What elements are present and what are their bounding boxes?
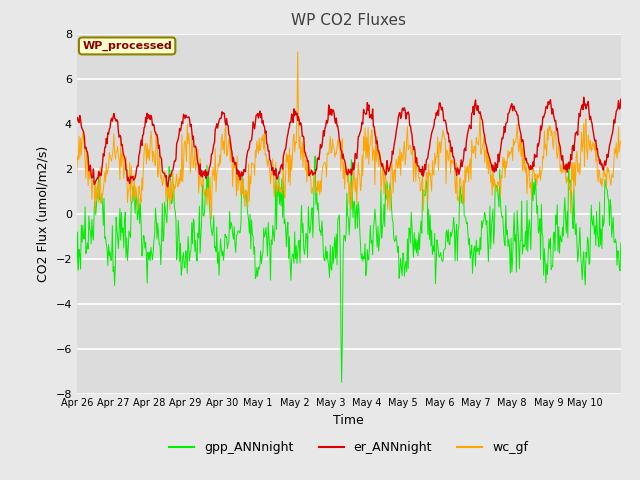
gpp_ANNnight bbox=[617, 240, 625, 246]
gpp_ANNnight bbox=[338, 380, 346, 385]
er_ANNnight bbox=[139, 132, 147, 138]
gpp_ANNnight bbox=[223, 234, 230, 240]
Text: WP_processed: WP_processed bbox=[82, 41, 172, 51]
er_ANNnight bbox=[431, 116, 439, 121]
er_ANNnight bbox=[164, 184, 172, 190]
wc_gf bbox=[83, 144, 90, 150]
er_ANNnight bbox=[195, 162, 202, 168]
er_ANNnight bbox=[617, 96, 625, 102]
gpp_ANNnight bbox=[194, 230, 202, 236]
er_ANNnight bbox=[83, 149, 90, 155]
gpp_ANNnight bbox=[433, 261, 440, 267]
wc_gf bbox=[194, 146, 202, 152]
wc_gf bbox=[139, 187, 147, 193]
gpp_ANNnight bbox=[83, 247, 90, 252]
Legend: gpp_ANNnight, er_ANNnight, wc_gf: gpp_ANNnight, er_ANNnight, wc_gf bbox=[164, 436, 533, 459]
er_ANNnight bbox=[73, 117, 81, 123]
wc_gf bbox=[617, 138, 625, 144]
er_ANNnight bbox=[580, 95, 588, 100]
wc_gf bbox=[223, 152, 231, 158]
wc_gf bbox=[207, 216, 215, 222]
gpp_ANNnight bbox=[417, 227, 424, 233]
wc_gf bbox=[433, 154, 440, 159]
wc_gf bbox=[73, 168, 81, 174]
gpp_ANNnight bbox=[73, 268, 81, 274]
Title: WP CO2 Fluxes: WP CO2 Fluxes bbox=[291, 13, 406, 28]
Y-axis label: CO2 Flux (umol/m2/s): CO2 Flux (umol/m2/s) bbox=[37, 145, 50, 282]
wc_gf bbox=[417, 188, 424, 194]
X-axis label: Time: Time bbox=[333, 414, 364, 427]
er_ANNnight bbox=[223, 122, 231, 128]
gpp_ANNnight bbox=[139, 249, 147, 255]
Line: gpp_ANNnight: gpp_ANNnight bbox=[77, 156, 621, 383]
wc_gf bbox=[294, 48, 301, 54]
Line: wc_gf: wc_gf bbox=[77, 51, 621, 219]
gpp_ANNnight bbox=[311, 153, 319, 159]
er_ANNnight bbox=[416, 168, 424, 174]
Line: er_ANNnight: er_ANNnight bbox=[77, 97, 621, 187]
